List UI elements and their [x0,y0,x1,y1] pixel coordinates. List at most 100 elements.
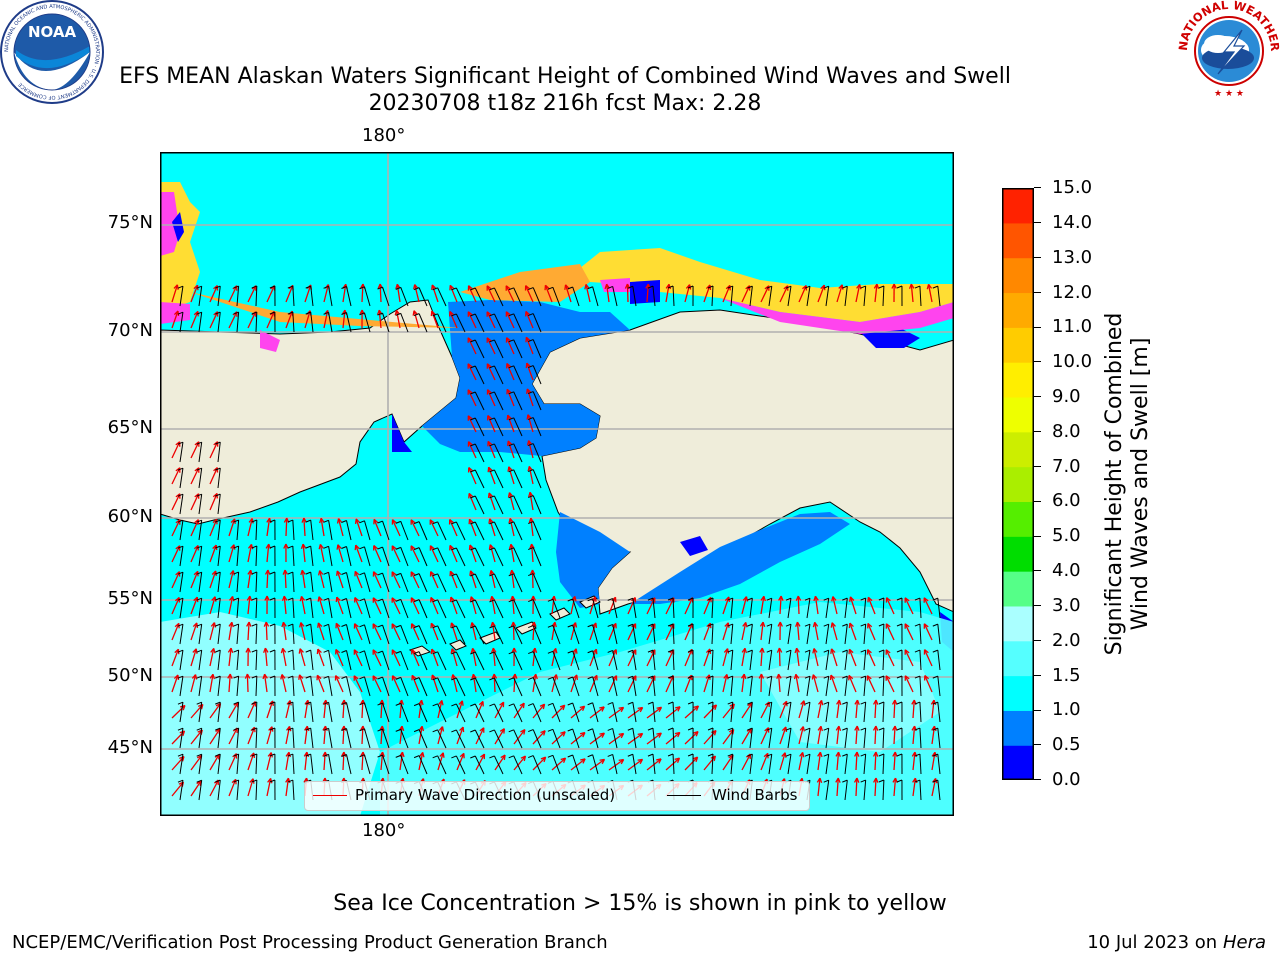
wave-direction-arrow [855,751,858,771]
wind-barb-flag [359,650,365,654]
colorbar-tick-label: 4.0 [1052,560,1081,582]
wind-barb-flag [341,546,347,549]
wave-direction-arrowhead [525,310,531,317]
wind-barb [382,624,390,645]
wind-barb [768,286,773,307]
wind-barb [787,676,792,697]
wind-barb-flag [287,311,294,315]
wave-direction-arrow [318,596,325,615]
wind-barb-flag [305,571,311,575]
wave-direction-arrowhead [923,674,930,681]
host-name: Hera [1222,932,1266,953]
wave-direction-arrowhead [885,597,891,603]
wind-barb-flag [196,701,202,705]
wave-direction-arrow [836,284,843,303]
wind-barb [749,728,753,749]
wind-barb-flag [687,623,694,627]
wave-direction-arrow [910,284,914,303]
wind-barb-flag [359,676,365,680]
wave-direction-arrowhead [853,777,860,783]
wind-barb-flag [932,623,938,627]
wave-direction-arrow [627,649,637,667]
wind-barb-flag [567,598,573,602]
wind-barb [863,624,867,645]
wind-barb-flag [607,286,613,289]
wind-barb [532,625,542,645]
wind-barb [513,391,523,411]
wind-barb-flag [177,571,184,575]
wind-barb [711,753,714,775]
wave-direction-arrowhead [674,731,681,738]
wave-direction-arrowhead [499,701,505,708]
wind-barb [513,417,523,437]
wind-barb-flag [489,599,495,603]
wind-barb-flag [508,417,514,421]
wind-barb [418,521,428,541]
wave-direction-arrow [831,622,838,641]
wave-direction-arrow [228,596,234,615]
wind-barb [474,365,485,385]
wind-barb-flag [251,519,258,523]
wave-direction-arrowhead [467,441,473,447]
wave-direction-arrow [468,467,477,485]
wind-barb-flag [432,599,438,603]
wave-direction-arrow [335,623,344,641]
wave-direction-arrowhead [491,673,498,679]
wave-direction-arrow [285,517,288,537]
wave-direction-arrow [589,648,597,667]
wind-barb [532,547,542,567]
wind-barb-flag [842,675,848,679]
wind-barb [437,703,447,723]
wind-barb-flag [508,573,514,577]
wave-direction-arrowhead [318,570,324,576]
wind-barb [863,754,867,775]
wind-barb [363,520,371,541]
wind-barb-flag [785,285,792,289]
wind-barb-flag [508,365,514,369]
colorbar-label-line1: Significant Height of Combined [1102,312,1127,656]
wave-direction-arrowhead [891,283,897,289]
wave-direction-arrowhead [354,596,360,603]
wind-barb [532,755,542,775]
wind-barb-flag [860,285,866,289]
wind-barb-flag [567,286,573,290]
wind-barb-flag [341,572,347,575]
wave-direction-arrowhead [340,751,347,757]
wave-direction-arrow [475,701,484,719]
wave-direction-arrowhead [212,492,218,499]
wave-direction-arrow [475,753,486,771]
wind-barb [882,701,885,723]
wave-direction-arrow [527,414,534,433]
wind-barb-flag [451,599,457,603]
wave-direction-arrow [531,544,534,563]
wind-barb-flag [489,677,495,681]
colorbar-tick-label: 0.5 [1052,734,1081,756]
wave-direction-arrowhead [372,571,378,577]
wave-direction-arrow [627,706,644,719]
wind-barb-flag [177,701,184,705]
wind-barb-flag [323,753,329,757]
wave-direction-arrow [530,518,534,537]
colorbar-tick-label: 9.0 [1052,385,1081,407]
wave-direction-arrow [817,284,825,303]
wind-barb [937,702,941,723]
wave-direction-arrowhead [490,621,496,628]
wind-barb-flag [305,597,311,601]
wind-barb [513,651,523,671]
wind-barb-flag [528,287,534,291]
nws-logo: NATIONAL WEATHER SERVICE ★ ★ ★ [1178,0,1280,100]
wind-barb-flag [785,701,792,705]
wind-barb [292,754,295,775]
wave-direction-arrowhead [391,649,397,655]
wind-barb-flag [528,703,534,707]
wave-direction-arrowhead [500,754,506,761]
wind-barb [532,287,542,307]
wind-barb-flag [647,597,654,601]
wind-barb-flag [305,311,311,315]
wave-direction-arrowhead [835,777,841,783]
wave-direction-arrow [281,674,287,693]
wind-barb [672,597,675,619]
wave-direction-arrow [627,597,636,615]
wind-barb [437,521,447,541]
wave-direction-arrow [317,648,325,667]
